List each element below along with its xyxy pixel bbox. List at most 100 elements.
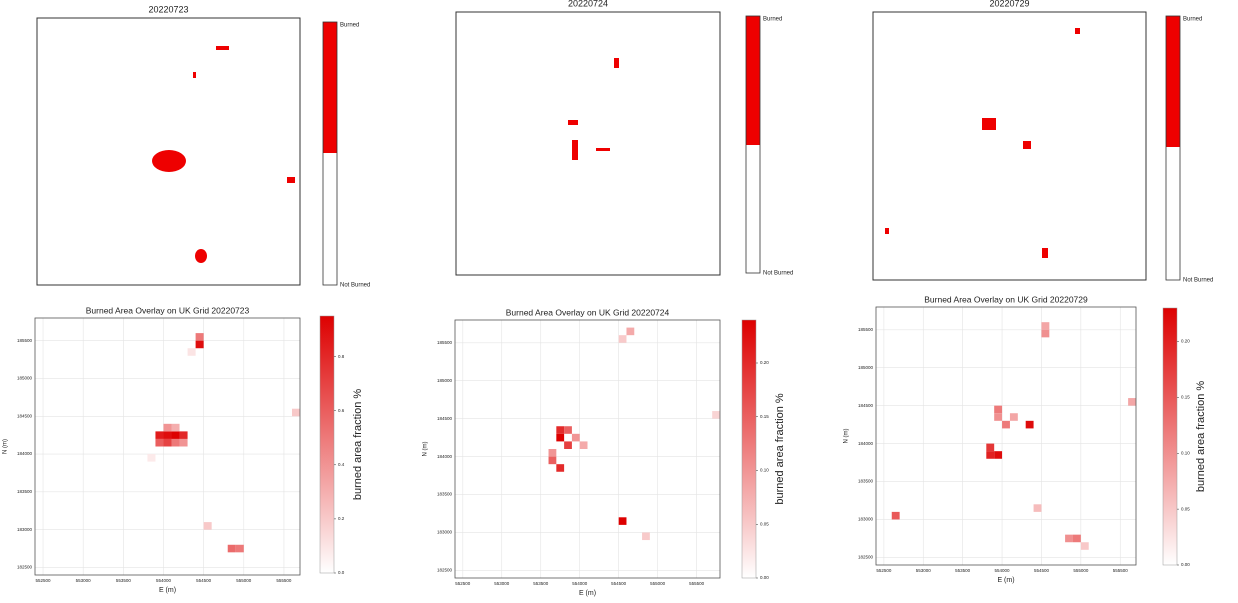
burned-patch [568, 120, 578, 125]
y-tick-label: 182500 [858, 555, 874, 560]
burned-patch [216, 46, 229, 50]
heat-cell [986, 443, 995, 452]
burned-patch [195, 249, 207, 263]
x-tick-label: 553500 [533, 581, 549, 586]
x-tick-label: 555000 [650, 581, 666, 586]
colorbar-tick-label: 0.0 [338, 570, 345, 575]
y-tick-label: 183500 [17, 489, 33, 494]
panel-title: Burned Area Overlay on UK Grid 20220729 [924, 294, 1088, 304]
map-frame [455, 11, 721, 276]
map-frame [872, 11, 1147, 281]
heat-cell [618, 335, 627, 343]
colorbar-label: Burned [340, 23, 359, 29]
x-axis-label: E (m) [997, 577, 1014, 584]
heat-cell [227, 544, 236, 553]
y-tick-label: 183500 [437, 492, 453, 497]
x-axis-label: E (m) [159, 587, 176, 594]
y-tick-label: 184000 [17, 451, 33, 456]
heat-cell [556, 464, 565, 472]
heat-cell [712, 411, 720, 419]
heat-cell [195, 333, 204, 341]
heat-cell [556, 426, 565, 434]
y-axis-label: N (m) [423, 442, 429, 457]
colorbar [741, 319, 757, 579]
colorbar-label: Not Burned [763, 271, 793, 277]
burned-patches [152, 28, 1080, 263]
colorbar-label: Not Burned [1183, 278, 1213, 284]
x-tick-label: 553500 [116, 578, 132, 583]
panel-title: 20220724 [568, 0, 608, 8]
y-tick-label: 185000 [858, 365, 874, 370]
heat-cell [1080, 542, 1089, 550]
heat-cell [171, 438, 180, 447]
heat-cell [1128, 398, 1136, 406]
colorbar-label: Burned [763, 17, 782, 23]
heat-cell [155, 431, 164, 439]
colorbar-title: burned area fraction % [774, 393, 786, 505]
burned-patch [152, 150, 186, 172]
y-tick-label: 182500 [17, 565, 33, 570]
heat-cell [1009, 413, 1018, 421]
colorbar-tick-label: 0.05 [1181, 506, 1190, 511]
panel-title: Burned Area Overlay on UK Grid 20220724 [506, 307, 670, 317]
colorbar-tick-label: 0.20 [1181, 339, 1190, 344]
heat-cell [1002, 420, 1010, 429]
burned-patch [1042, 248, 1048, 258]
heat-cell [994, 405, 1003, 414]
y-tick-label: 183000 [437, 530, 453, 535]
colorbar-frame [745, 15, 761, 274]
heat-cell [179, 438, 188, 447]
colorbar-tick-label: 0.8 [338, 354, 345, 359]
heat-cell [994, 413, 1003, 421]
heat-cell [1041, 322, 1050, 330]
colorbar-tick-label: 0.00 [760, 575, 769, 580]
x-tick-label: 552500 [36, 578, 52, 583]
heat-cell [1065, 534, 1073, 543]
heat-cell [571, 433, 580, 442]
burned-patch [1023, 141, 1031, 149]
y-tick-label: 185000 [437, 378, 453, 383]
plot-frame [34, 317, 301, 576]
x-tick-label: 553500 [955, 568, 971, 573]
colorbar-title: burned area fraction % [1195, 381, 1207, 493]
heat-cell [179, 431, 188, 439]
colorbar-burned [746, 16, 760, 145]
heat-cell [171, 423, 180, 432]
heat-cell [564, 441, 572, 449]
y-tick-label: 184500 [858, 403, 874, 408]
burned-patch [596, 148, 610, 151]
heat-cell [147, 454, 156, 462]
y-tick-label: 185500 [17, 338, 33, 343]
heat-cell [203, 522, 212, 530]
heat-cell [626, 327, 635, 336]
heat-cell [1033, 504, 1042, 512]
x-tick-label: 554000 [156, 578, 172, 583]
colorbar-tick-label: 0.2 [338, 516, 345, 521]
heat-cell [163, 431, 172, 439]
x-tick-label: 554500 [611, 581, 627, 586]
x-tick-label: 553000 [494, 581, 510, 586]
colorbar-tick-label: 0.15 [760, 414, 769, 419]
y-tick-label: 184000 [437, 454, 453, 459]
heat-cell [1041, 329, 1050, 338]
heat-cell [891, 511, 900, 520]
heat-cell [195, 340, 204, 349]
heat-cell [618, 517, 627, 525]
burned-patch [614, 58, 619, 68]
heat-cell [548, 449, 557, 457]
y-tick-label: 183000 [17, 527, 33, 532]
colorbar [319, 315, 335, 574]
x-tick-label: 552500 [876, 568, 892, 573]
panel-title: Burned Area Overlay on UK Grid 20220723 [86, 305, 250, 315]
heat-cell [235, 544, 244, 553]
x-tick-label: 554000 [995, 568, 1011, 573]
colorbar-tick-label: 0.00 [1181, 562, 1190, 567]
y-tick-label: 183000 [858, 517, 874, 522]
heat-cell [986, 451, 995, 459]
heat-cell [171, 431, 180, 439]
plot-frame [454, 319, 721, 579]
y-tick-label: 184500 [437, 416, 453, 421]
colorbar-tick-label: 0.6 [338, 408, 345, 413]
colorbar-burned [1166, 16, 1180, 147]
y-axis-label: N (m) [3, 439, 9, 454]
